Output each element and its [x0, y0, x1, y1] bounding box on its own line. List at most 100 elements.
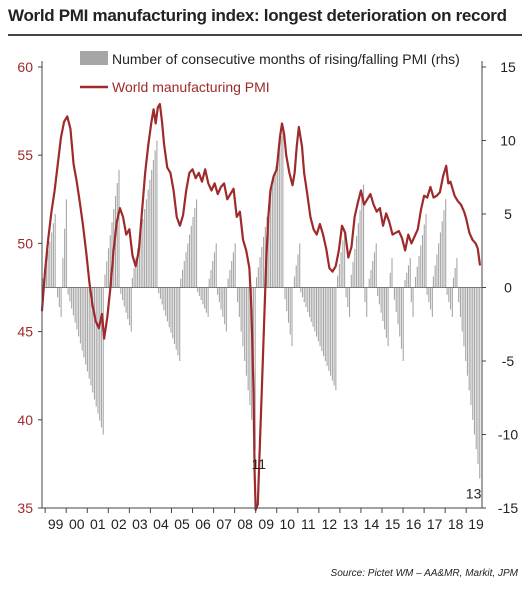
- bar: [131, 277, 133, 288]
- bar: [282, 125, 284, 288]
- bar: [71, 287, 73, 309]
- bar: [350, 274, 352, 288]
- bar: [256, 277, 258, 288]
- x-tick-label: 06: [195, 516, 211, 532]
- bar: [284, 287, 286, 300]
- bar: [393, 287, 395, 300]
- line-series-world-pmi: [40, 102, 481, 511]
- bar: [384, 287, 386, 330]
- bar: [382, 287, 384, 322]
- bar: [458, 287, 460, 303]
- bar: [194, 208, 196, 288]
- bar: [361, 197, 363, 288]
- bar: [452, 277, 454, 288]
- bar: [373, 252, 375, 288]
- bar: [86, 287, 88, 372]
- bar: [224, 287, 226, 325]
- x-tick-label: 14: [364, 516, 380, 532]
- bar: [244, 287, 246, 361]
- bar: [368, 278, 370, 288]
- left-tick-label: 35: [17, 500, 33, 516]
- bar: [344, 228, 346, 288]
- bar: [104, 274, 106, 288]
- annotation-label: 13: [466, 486, 482, 502]
- bar: [69, 287, 71, 302]
- bar: [319, 287, 321, 347]
- bar: [321, 287, 323, 352]
- bar: [217, 287, 219, 295]
- bar: [316, 287, 318, 337]
- right-tick-label: 0: [504, 280, 512, 296]
- bar: [111, 222, 113, 288]
- bar: [461, 287, 463, 332]
- bar: [380, 287, 382, 313]
- bar: [468, 287, 470, 391]
- x-tick-label: 17: [427, 516, 443, 532]
- bar: [116, 182, 118, 288]
- bar: [189, 234, 191, 288]
- bar: [324, 287, 326, 361]
- x-tick-label: 03: [132, 516, 148, 532]
- bar: [100, 287, 103, 428]
- bar: [340, 252, 342, 288]
- x-tick-label: 11: [301, 516, 316, 532]
- bar: [307, 287, 309, 312]
- bar: [145, 199, 147, 288]
- bar: [366, 287, 368, 317]
- bar: [170, 287, 172, 333]
- bar: [438, 243, 440, 288]
- bar: [395, 287, 397, 312]
- bar: [342, 240, 344, 288]
- bar: [60, 287, 62, 317]
- bar: [85, 287, 87, 365]
- bar: [254, 287, 256, 450]
- bar: [378, 287, 380, 305]
- bar: [54, 214, 56, 288]
- bar: [470, 287, 472, 406]
- bar: [147, 189, 149, 288]
- bar: [475, 287, 477, 450]
- bar: [93, 287, 95, 400]
- bar: [268, 206, 270, 288]
- bar: [135, 258, 137, 288]
- bar: [140, 228, 142, 288]
- bar: [190, 225, 192, 288]
- bar: [286, 287, 288, 312]
- bar: [187, 243, 189, 288]
- bar: [92, 287, 94, 393]
- bar: [399, 287, 401, 337]
- right-tick-label: 15: [500, 59, 516, 75]
- bar: [397, 287, 399, 325]
- bar: [335, 287, 337, 391]
- title-rule: [8, 34, 522, 36]
- bar: [95, 287, 97, 407]
- bar: [301, 287, 304, 298]
- bar: [120, 287, 122, 294]
- x-tick-label: 07: [216, 516, 232, 532]
- bar: [410, 287, 412, 303]
- bar: [218, 287, 220, 303]
- bar: [273, 176, 275, 288]
- bar: [127, 287, 129, 319]
- bar: [331, 287, 333, 381]
- bar: [51, 232, 53, 288]
- bar: [154, 150, 156, 288]
- x-tick-label: 08: [237, 516, 253, 532]
- bar: [359, 210, 361, 288]
- bar: [463, 287, 465, 347]
- bar: [337, 275, 339, 288]
- x-tick-label: 13: [343, 516, 359, 532]
- bar: [62, 258, 64, 288]
- bar: [161, 287, 163, 305]
- right-tick-label: 10: [500, 133, 516, 149]
- bar: [208, 278, 210, 288]
- bar: [347, 287, 349, 308]
- bar: [76, 287, 78, 330]
- bar: [198, 287, 200, 296]
- bar: [232, 252, 234, 288]
- bar: [466, 287, 468, 376]
- bar: [300, 287, 302, 293]
- bar: [391, 258, 393, 288]
- bar: [436, 254, 438, 288]
